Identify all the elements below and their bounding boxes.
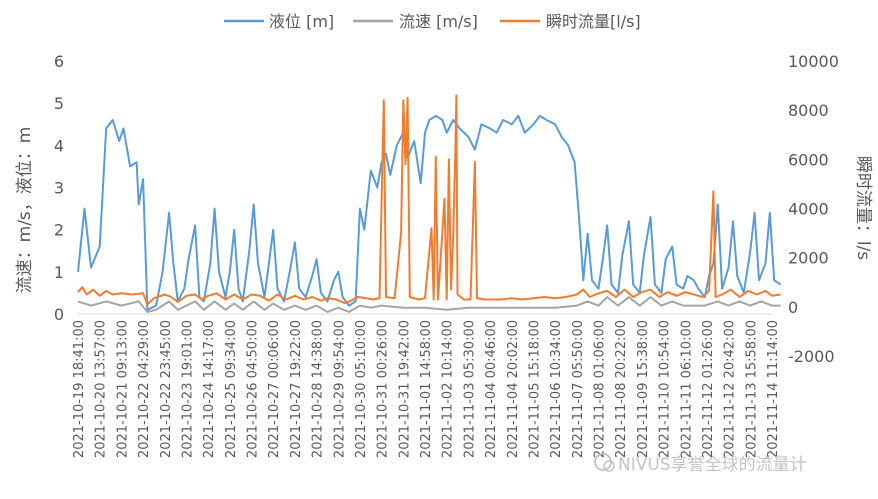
x-tick-label: 2021-10-27 19:22:00 bbox=[289, 320, 304, 458]
right-axis: -2000 0 2000 4000 6000 8000 10000 瞬时流量：l/s bbox=[788, 52, 873, 366]
legend-label-1: 液位 [m] bbox=[269, 12, 334, 31]
left-tick-label: 2 bbox=[54, 221, 64, 240]
x-tick-label: 2021-11-03 05:30:00 bbox=[462, 320, 477, 458]
left-tick-label: 6 bbox=[54, 52, 64, 71]
x-tick-label: 2021-10-29 09:54:00 bbox=[332, 320, 347, 458]
x-tick-label: 2021-11-07 05:50:00 bbox=[571, 320, 586, 458]
x-tick-label: 2021-11-09 15:38:00 bbox=[636, 320, 651, 458]
right-tick-label: 4000 bbox=[788, 200, 829, 219]
x-tick-label: 2021-10-21 09:13:00 bbox=[115, 320, 130, 458]
x-tick-label: 2021-10-31 19:42:00 bbox=[397, 320, 412, 458]
x-tick-label: 2021-11-06 10:34:00 bbox=[549, 320, 564, 458]
watermark-text: NIVUS享誉全球的流量计 bbox=[618, 455, 807, 475]
x-tick-label: 2021-10-24 14:17:00 bbox=[202, 320, 217, 458]
x-axis: 2021-10-19 18:41:00 2021-10-20 13:57:00 20… bbox=[72, 313, 781, 458]
x-tick-label: 2021-11-10 10:54:00 bbox=[658, 320, 673, 458]
x-tick-label: 2021-10-28 14:38:00 bbox=[311, 320, 326, 458]
left-axis: 0 1 2 3 4 5 6 流速：m/s，液位：m bbox=[15, 52, 64, 324]
left-tick-label: 5 bbox=[54, 94, 64, 113]
x-tick-label: 2021-11-04 20:02:00 bbox=[506, 320, 521, 458]
right-axis-title: 瞬时流量：l/s bbox=[853, 156, 873, 260]
wechat-icon-dot bbox=[603, 460, 615, 472]
x-tick-label: 2021-10-26 04:50:00 bbox=[246, 320, 261, 458]
x-tick-label: 2021-11-13 15:58:00 bbox=[744, 320, 759, 458]
x-tick-label: 2021-10-31 00:26:00 bbox=[376, 320, 391, 458]
x-tick-label: 2021-10-22 23:45:00 bbox=[159, 320, 174, 458]
legend-label-3: 瞬时流量[l/s] bbox=[546, 12, 641, 31]
left-axis-title: 流速：m/s，液位：m bbox=[15, 127, 35, 294]
left-tick-label: 4 bbox=[54, 136, 64, 155]
x-tick-label: 2021-11-08 20:22:00 bbox=[614, 320, 629, 458]
right-tick-label: -2000 bbox=[788, 347, 835, 366]
x-tick-label: 2021-10-19 18:41:00 bbox=[72, 320, 87, 458]
left-tick-label: 0 bbox=[54, 305, 64, 324]
x-tick-label: 2021-11-14 11:14:00 bbox=[766, 320, 781, 458]
x-tick-label: 2021-10-20 13:57:00 bbox=[94, 320, 109, 458]
x-tick-label: 2021-11-11 06:10:00 bbox=[679, 320, 694, 458]
x-tick-label: 2021-11-04 00:46:00 bbox=[484, 320, 499, 458]
series-line-1 bbox=[77, 114, 782, 311]
x-tick-label: 2021-10-23 19:01:00 bbox=[180, 320, 195, 458]
x-tick-label: 2021-10-25 09:34:00 bbox=[224, 320, 239, 458]
series-group bbox=[77, 94, 782, 313]
left-tick-label: 1 bbox=[54, 263, 64, 282]
legend-label-2: 流速 [m/s] bbox=[399, 12, 478, 31]
x-tick-label: 2021-11-12 01:26:00 bbox=[701, 320, 716, 458]
right-tick-label: 2000 bbox=[788, 249, 829, 268]
x-tick-label: 2021-10-27 00:06:00 bbox=[267, 320, 282, 458]
series-line-2 bbox=[77, 296, 781, 313]
right-tick-label: 6000 bbox=[788, 150, 829, 169]
right-tick-label: 10000 bbox=[788, 52, 839, 71]
x-tick-label: 2021-11-05 15:18:00 bbox=[527, 320, 542, 458]
x-tick-label: 2021-11-08 01:06:00 bbox=[593, 320, 608, 458]
series-line-3 bbox=[77, 94, 781, 306]
x-tick-label: 2021-10-22 04:29:00 bbox=[137, 320, 152, 458]
right-tick-label: 0 bbox=[788, 298, 798, 317]
x-tick-label: 2021-11-01 14:58:00 bbox=[419, 320, 434, 458]
x-tick-label: 2021-11-02 10:14:00 bbox=[441, 320, 456, 458]
watermark: NIVUS享誉全球的流量计 bbox=[594, 453, 807, 475]
left-tick-label: 3 bbox=[54, 179, 64, 198]
legend: 液位 [m] 流速 [m/s] 瞬时流量[l/s] bbox=[224, 12, 641, 31]
right-tick-label: 8000 bbox=[788, 101, 829, 120]
x-tick-label: 2021-10-30 05:10:00 bbox=[354, 320, 369, 458]
x-tick-label: 2021-11-12 20:42:00 bbox=[723, 320, 738, 458]
